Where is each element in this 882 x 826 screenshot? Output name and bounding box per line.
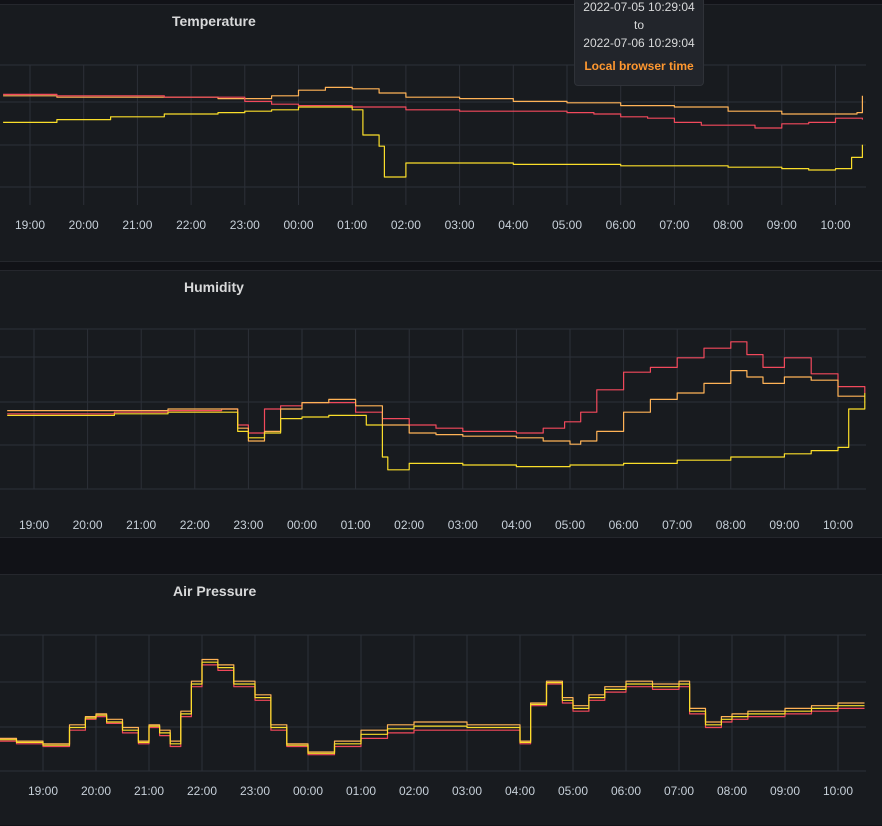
- x-tick-label: 02:00: [399, 784, 429, 798]
- x-tick-label: 06:00: [609, 518, 639, 532]
- x-tick-label: 04:00: [501, 518, 531, 532]
- x-tick-label: 22:00: [187, 784, 217, 798]
- x-tick-label: 21:00: [134, 784, 164, 798]
- x-tick-label: 22:00: [180, 518, 210, 532]
- x-tick-label: 22:00: [176, 218, 206, 232]
- x-tick-label: 07:00: [659, 218, 689, 232]
- series-line-1: [0, 664, 865, 756]
- x-tick-label: 03:00: [452, 784, 482, 798]
- x-tick-label: 05:00: [552, 218, 582, 232]
- x-tick-label: 08:00: [716, 518, 746, 532]
- x-tick-label: 09:00: [767, 218, 797, 232]
- tooltip-from: 2022-07-05 10:29:04: [583, 0, 695, 14]
- x-tick-label: 05:00: [558, 784, 588, 798]
- x-tick-label: 21:00: [126, 518, 156, 532]
- x-tick-label: 09:00: [770, 784, 800, 798]
- x-tick-label: 19:00: [28, 784, 58, 798]
- x-tick-label: 21:00: [122, 218, 152, 232]
- series-line-2: [7, 370, 865, 445]
- air-pressure-panel: Air Pressure 019:0020:0021:0022:0023:000…: [0, 574, 882, 825]
- x-tick-label: 01:00: [346, 784, 376, 798]
- series-line-2: [0, 658, 865, 753]
- x-tick-label: 03:00: [448, 518, 478, 532]
- x-tick-label: 07:00: [664, 784, 694, 798]
- humidity-panel: Humidity 19:00 20:00 21:00 22:00 23:00 00:00 0…: [0, 270, 882, 538]
- temperature-chart[interactable]: 19:00 20:00 21:00 22:00 23:00 00:00 01:00 02:00…: [0, 5, 882, 263]
- x-tick-label: 20:00: [81, 784, 111, 798]
- x-tick-label: 04:00: [505, 784, 535, 798]
- x-tick-label: 02:00: [394, 518, 424, 532]
- panel-title[interactable]: Humidity: [184, 279, 244, 295]
- series-line-3: [0, 661, 865, 754]
- temperature-panel: Temperature 19:00 20:00 21:00 22:00 23:00 00:…: [0, 4, 882, 262]
- series-line-2: [3, 93, 863, 129]
- x-tick-label: 06:00: [606, 218, 636, 232]
- tooltip-to: 2022-07-06 10:29:04: [583, 36, 695, 50]
- x-tick-label: 00:00: [287, 518, 317, 532]
- humidity-chart[interactable]: 19:00 20:00 21:00 22:00 23:00 00:00 01:00 02:00…: [0, 271, 882, 539]
- x-tick-label: 10:00: [820, 218, 850, 232]
- series-line-1: [3, 86, 863, 115]
- time-range-tooltip: 2022-07-05 10:29:04 to 2022-07-06 10:29:…: [574, 0, 704, 86]
- x-tick-label: 10:00: [823, 784, 853, 798]
- air-pressure-chart[interactable]: 019:0020:0021:0022:0023:0000:0001:0002:0…: [0, 575, 882, 826]
- x-tick-label: 10:00: [823, 518, 853, 532]
- x-tick-label: 04:00: [498, 218, 528, 232]
- tooltip-to-word: to: [633, 18, 644, 32]
- x-tick-label: 01:00: [337, 218, 367, 232]
- x-tick-label: 20:00: [69, 218, 99, 232]
- x-tick-label: 09:00: [769, 518, 799, 532]
- tooltip-timezone: Local browser time: [584, 59, 694, 73]
- x-tick-label: 02:00: [391, 218, 421, 232]
- series-line-1: [7, 341, 866, 434]
- series-line-3: [7, 393, 866, 471]
- panel-title[interactable]: Air Pressure: [173, 583, 257, 599]
- x-tick-label: 08:00: [717, 784, 747, 798]
- x-tick-label: 23:00: [230, 218, 260, 232]
- x-tick-label: 03:00: [445, 218, 475, 232]
- x-tick-label: 19:00: [15, 218, 45, 232]
- x-tick-label: 07:00: [662, 518, 692, 532]
- x-tick-label: 00:00: [293, 784, 323, 798]
- x-tick-label: 01:00: [341, 518, 371, 532]
- series-line-3: [3, 106, 863, 178]
- x-tick-label: 19:00: [19, 518, 49, 532]
- panel-title[interactable]: Temperature: [172, 13, 256, 29]
- x-tick-label: 23:00: [240, 784, 270, 798]
- x-tick-label: 08:00: [713, 218, 743, 232]
- x-tick-label: 23:00: [233, 518, 263, 532]
- x-tick-label: 20:00: [73, 518, 103, 532]
- x-tick-label: 06:00: [611, 784, 641, 798]
- x-tick-label: 00:00: [283, 218, 313, 232]
- x-tick-label: 05:00: [555, 518, 585, 532]
